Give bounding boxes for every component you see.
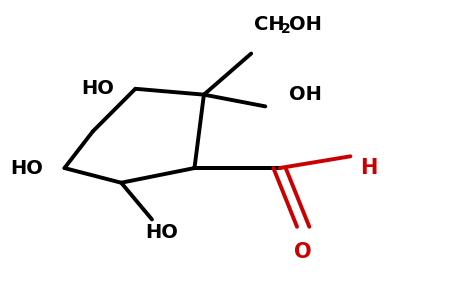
Text: H: H — [360, 158, 377, 178]
Text: 2: 2 — [281, 22, 291, 37]
Text: O: O — [294, 242, 312, 262]
Text: OH: OH — [289, 15, 322, 34]
Text: HO: HO — [145, 223, 178, 242]
Text: HO: HO — [10, 158, 43, 178]
Text: CH: CH — [254, 15, 284, 34]
Text: OH: OH — [289, 85, 322, 104]
Text: HO: HO — [81, 79, 114, 98]
